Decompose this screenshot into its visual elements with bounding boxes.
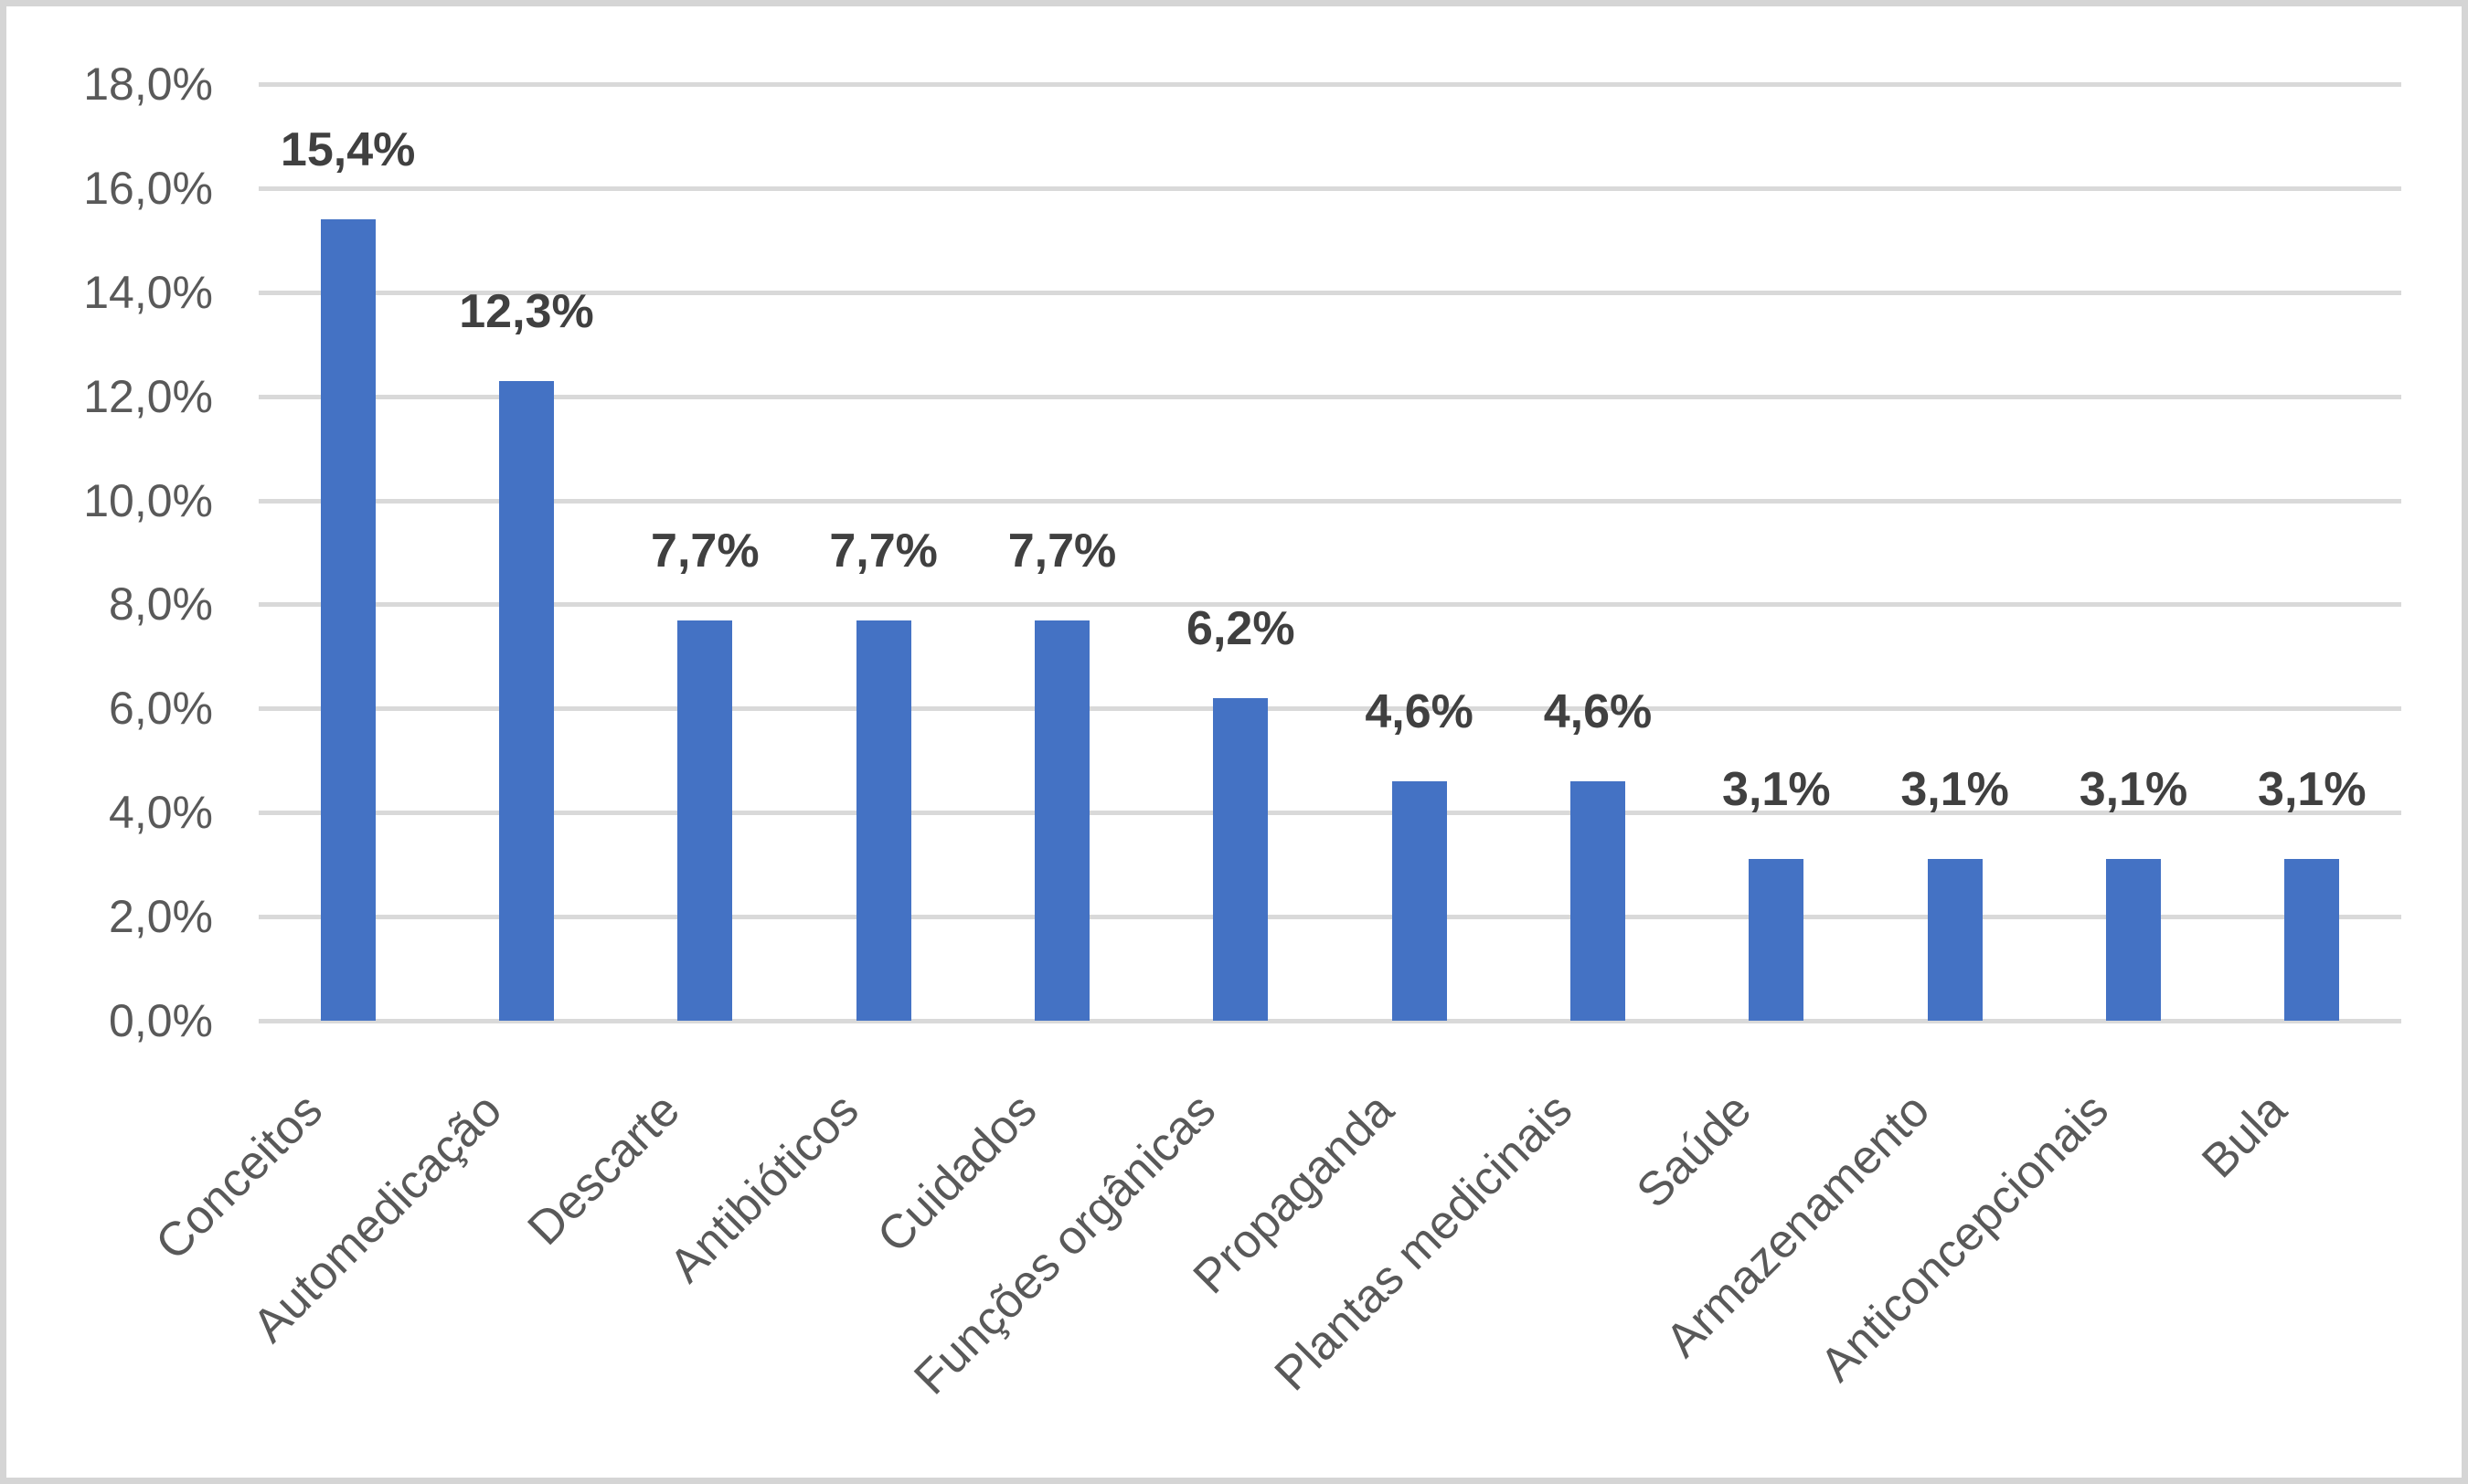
y-axis-tick-label: 4,0% bbox=[109, 787, 213, 839]
bar-slot: 3,1% bbox=[2044, 84, 2222, 1021]
gridline-18,0pct bbox=[259, 82, 2401, 87]
bar-slot: 7,7% bbox=[973, 84, 1151, 1021]
bar-slot: 3,1% bbox=[1866, 84, 2044, 1021]
bar-slot: 15,4% bbox=[259, 84, 437, 1021]
category-slot: Bula bbox=[2192, 1021, 2401, 1478]
x-axis-category-label: Conceitos bbox=[145, 1083, 334, 1271]
gridline-10,0pct bbox=[259, 498, 2401, 504]
bar-slot: 3,1% bbox=[1687, 84, 1866, 1021]
y-axis: 18,0% 16,0% 14,0% 12,0% 10,0% 8,0% 6,0% 4,0% 2,0… bbox=[6, 58, 226, 1046]
y-axis-tick-label: 0,0% bbox=[109, 995, 213, 1046]
bar-propaganda bbox=[1391, 781, 1447, 1021]
bar-data-label: 7,7% bbox=[1007, 524, 1117, 578]
gridline-0,0pct bbox=[259, 1019, 2401, 1023]
y-axis-tick-label: 18,0% bbox=[83, 58, 213, 110]
bar-data-label: 7,7% bbox=[829, 524, 938, 578]
y-axis-tick-label: 6,0% bbox=[109, 683, 213, 735]
bar-data-label: 4,6% bbox=[1543, 685, 1653, 739]
y-axis-tick-label: 2,0% bbox=[109, 891, 213, 943]
plot-area: 15,4% 12,3% 7,7% 7,7% 7,7% 6,2% 4,6% 4,6% 3,1% 3,… bbox=[259, 82, 2401, 1023]
bar-slot: 7,7% bbox=[794, 84, 973, 1021]
gridline-16,0pct bbox=[259, 186, 2401, 191]
gridline-14,0pct bbox=[259, 290, 2401, 295]
bar-slot: 4,6% bbox=[1330, 84, 1508, 1021]
category-slot: Anticoncepcionais bbox=[1810, 1021, 2222, 1478]
category-slot: Plantas medicinais bbox=[1265, 1021, 1686, 1478]
gridline-2,0pct bbox=[259, 915, 2401, 920]
bar-automedicação bbox=[498, 380, 554, 1021]
bar-cuidados bbox=[1034, 620, 1090, 1021]
bar-conceitos bbox=[320, 219, 376, 1021]
bar-data-label: 7,7% bbox=[651, 524, 760, 578]
bar-bula bbox=[2284, 859, 2340, 1021]
y-axis-tick-label: 8,0% bbox=[109, 578, 213, 631]
y-axis-tick-label: 14,0% bbox=[83, 266, 213, 318]
gridline-8,0pct bbox=[259, 602, 2401, 608]
gridline-4,0pct bbox=[259, 811, 2401, 816]
bar-anticoncepcionais bbox=[2105, 859, 2161, 1021]
bar-data-label: 3,1% bbox=[2079, 763, 2188, 817]
gridline-6,0pct bbox=[259, 706, 2401, 712]
bar-plantas-medicinais bbox=[1569, 781, 1625, 1021]
bar-slot: 12,3% bbox=[437, 84, 615, 1021]
bar-slot: 4,6% bbox=[1508, 84, 1686, 1021]
category-slot: Antibióticos bbox=[659, 1021, 973, 1478]
bar-descarte bbox=[677, 620, 733, 1021]
y-axis-tick-label: 10,0% bbox=[83, 474, 213, 526]
bar-data-label: 3,1% bbox=[2258, 763, 2367, 817]
bar-data-label: 6,2% bbox=[1186, 601, 1295, 655]
bar-armazenamento bbox=[1927, 859, 1983, 1021]
bar-funções-orgânicas bbox=[1213, 697, 1269, 1021]
x-axis: Conceitos Automedicação Descarte Antibiótic… bbox=[146, 1021, 2401, 1478]
bar-saúde bbox=[1749, 859, 1804, 1021]
category-slot: Automedicação bbox=[242, 1021, 615, 1478]
bar-slot: 7,7% bbox=[616, 84, 794, 1021]
y-axis-tick-label: 16,0% bbox=[83, 162, 213, 214]
bar-data-label: 15,4% bbox=[280, 123, 416, 177]
bar-slot: 6,2% bbox=[1152, 84, 1330, 1021]
bar-data-label: 12,3% bbox=[459, 284, 594, 338]
y-axis-tick-label: 12,0% bbox=[83, 370, 213, 422]
gridline-12,0pct bbox=[259, 394, 2401, 399]
bar-data-label: 3,1% bbox=[1900, 763, 2009, 817]
bar-data-label: 3,1% bbox=[1722, 763, 1831, 817]
bar-data-label: 4,6% bbox=[1365, 685, 1473, 739]
bar-antibióticos bbox=[856, 620, 911, 1021]
bar-slot: 3,1% bbox=[2223, 84, 2401, 1021]
